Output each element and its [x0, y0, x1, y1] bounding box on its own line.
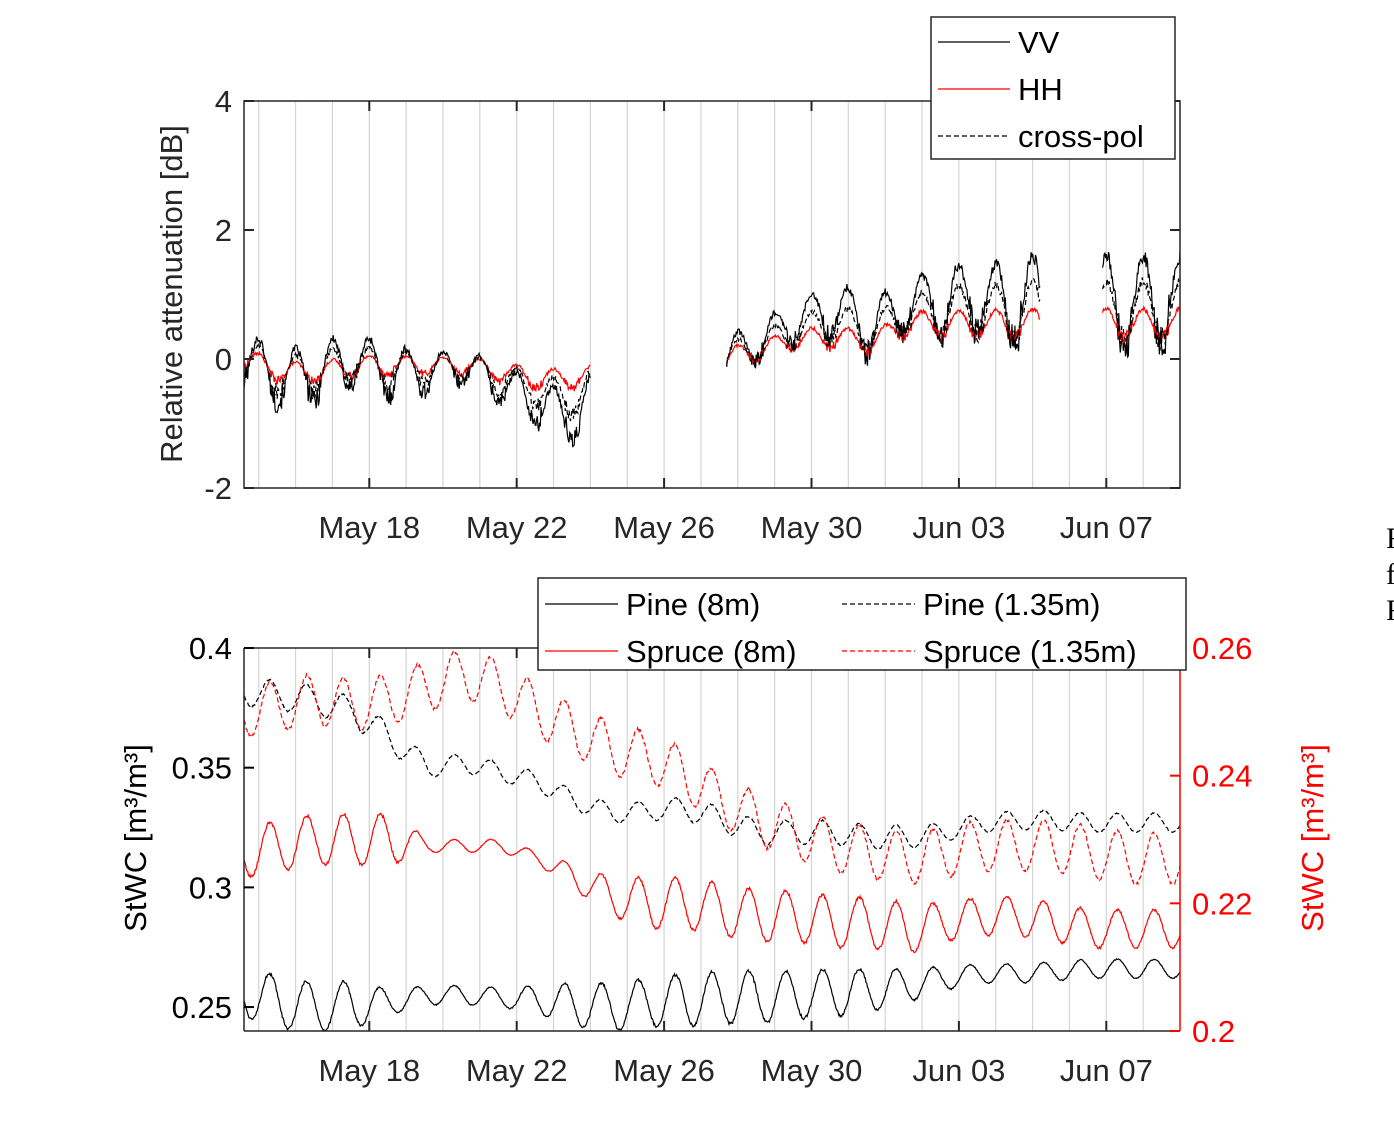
x-tick-label: May 22: [466, 510, 568, 545]
legend-box: [537, 577, 1187, 671]
x-tick-label: Jun 07: [1060, 510, 1153, 545]
series-cross-pol-line: [726, 277, 1041, 368]
top-axes-frame: [243, 100, 1181, 489]
x-tick-label: May 26: [613, 1053, 715, 1088]
side-text-group: F f F: [1386, 522, 1394, 627]
y-tick-label: 0.22: [1192, 886, 1252, 921]
top-y-axis-label: Relative attenuation [dB]: [154, 125, 189, 463]
side-text-3: F: [1386, 594, 1394, 627]
series-hh-line: [726, 306, 1041, 365]
bottom-y-ticks-left: 0.25 0.3 0.35 0.4: [172, 631, 254, 1025]
series-pine-8m--line: [244, 957, 1180, 1031]
bottom-series-group: [244, 649, 1180, 1031]
top-x-ticks: May 18 May 22 May 26 May 30 Jun 03 Jun 07: [318, 101, 1153, 545]
series-hh-line: [244, 350, 591, 393]
legend-label: VV: [1018, 25, 1060, 60]
bottom-grid: [258, 648, 1181, 1031]
series-vv-line: [726, 252, 1041, 369]
y-tick-label: 0: [215, 342, 232, 377]
bottom-y-axis-label-left: StWC [m³/m³]: [118, 744, 153, 932]
stwc-chart: May 18 May 22 May 26 May 30 Jun 03 Jun 07 0.2…: [118, 577, 1330, 1088]
top-legend: VV HH cross-pol: [930, 16, 1176, 160]
legend-label: Pine (1.35m): [923, 587, 1100, 622]
x-tick-label: Jun 03: [912, 1053, 1005, 1088]
x-tick-label: May 30: [761, 1053, 863, 1088]
y-tick-label: -2: [204, 471, 232, 506]
y-tick-label: 0.4: [189, 631, 232, 666]
bottom-y-ticks-right: 0.2 0.22 0.24 0.26: [1170, 631, 1252, 1049]
y-tick-label: 0.3: [189, 870, 232, 905]
x-tick-label: Jun 03: [912, 510, 1005, 545]
y-tick-label: 0.35: [172, 751, 232, 786]
bottom-y-axis-label-right: StWC [m³/m³]: [1295, 744, 1330, 932]
series-spruce-1-35m--line: [244, 649, 1180, 886]
legend-label: HH: [1018, 72, 1063, 107]
series-cross-pol-line: [244, 342, 591, 422]
x-tick-label: Jun 07: [1060, 1053, 1153, 1088]
y-tick-label: 0.25: [172, 990, 232, 1025]
legend-label: Spruce (8m): [626, 634, 797, 669]
legend-label: Pine (8m): [626, 587, 760, 622]
y-tick-label: 0.26: [1192, 631, 1252, 666]
side-text-1: F: [1386, 522, 1394, 555]
bottom-legend: Pine (8m) Pine (1.35m) Spruce (8m) Spruce (…: [537, 577, 1187, 671]
legend-label: cross-pol: [1018, 119, 1144, 154]
y-tick-label: 4: [215, 84, 232, 119]
x-tick-label: May 26: [613, 510, 715, 545]
series-spruce-8m--line: [244, 812, 1180, 954]
series-vv-line: [1102, 251, 1180, 359]
top-y-ticks: -2 0 2 4: [204, 84, 1180, 506]
top-series-group: [244, 251, 1180, 448]
bottom-x-ticks: May 18 May 22 May 26 May 30 Jun 03 Jun 07: [318, 648, 1153, 1088]
y-tick-label: 0.24: [1192, 759, 1252, 794]
series-vv-line: [244, 335, 591, 448]
attenuation-chart: May 18 May 22 May 26 May 30 Jun 03 Jun 07 -2 0…: [154, 16, 1181, 545]
x-tick-label: May 22: [466, 1053, 568, 1088]
x-tick-label: May 18: [318, 1053, 420, 1088]
x-tick-label: May 18: [318, 510, 420, 545]
y-tick-label: 0.2: [1192, 1014, 1235, 1049]
series-cross-pol-line: [1102, 277, 1180, 351]
legend-label: Spruce (1.35m): [923, 634, 1137, 669]
y-tick-label: 2: [215, 213, 232, 248]
series-hh-line: [1102, 305, 1180, 344]
series-pine-1-35m--line: [244, 678, 1180, 851]
legend-box: [930, 16, 1176, 160]
x-tick-label: May 30: [761, 510, 863, 545]
side-text-2: f: [1386, 558, 1394, 591]
